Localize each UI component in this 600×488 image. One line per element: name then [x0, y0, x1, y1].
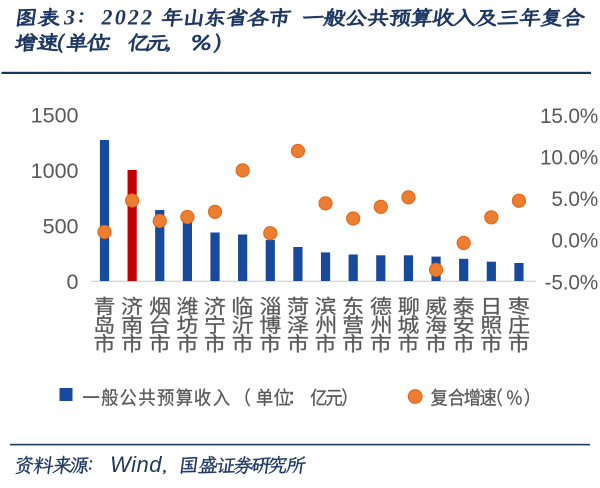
svg-text:0: 0: [67, 270, 79, 294]
svg-text:-5.0%: -5.0%: [545, 271, 598, 294]
svg-text:3: 3: [63, 5, 75, 30]
svg-text:Wind: Wind: [110, 452, 162, 477]
svg-text:1000: 1000: [31, 159, 79, 183]
svg-text:15.0%: 15.0%: [540, 105, 598, 128]
svg-text:0.0%: 0.0%: [551, 230, 598, 253]
svg-text:500: 500: [43, 215, 79, 239]
svg-text:2022: 2022: [101, 5, 155, 30]
svg-text:1500: 1500: [31, 104, 79, 128]
svg-text:5.0%: 5.0%: [551, 188, 598, 211]
svg-text:10.0%: 10.0%: [540, 146, 598, 169]
